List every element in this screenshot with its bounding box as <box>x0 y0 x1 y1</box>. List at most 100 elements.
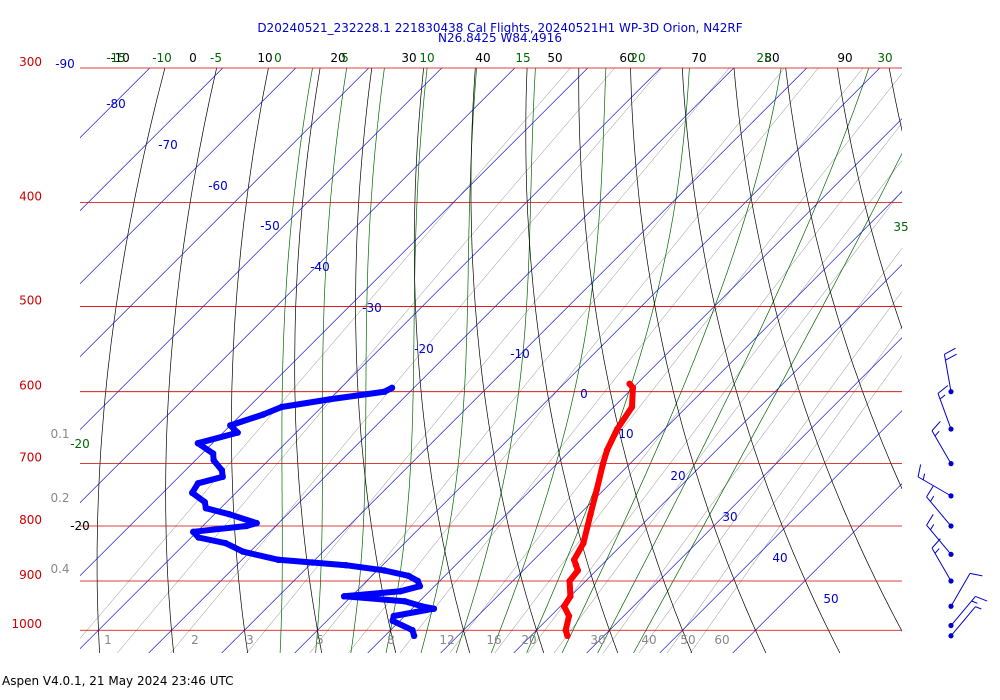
theta-label: 20 <box>330 51 345 65</box>
temperature-label: -30 <box>362 301 382 315</box>
wind-barb <box>943 347 957 395</box>
temperature-label: 30 <box>722 510 737 524</box>
isotherm-line <box>80 68 369 358</box>
isotherm-line <box>294 68 880 653</box>
mixing-ratio-line <box>527 160 902 653</box>
temperature-profile-point <box>572 562 580 569</box>
dry-adiabat-line <box>525 68 619 653</box>
temperature-label: -90 <box>55 57 75 71</box>
temperature-profile-point <box>614 425 621 433</box>
mixing-ratio-label: 5 <box>316 633 324 647</box>
dewpoint-profile-point <box>410 632 418 639</box>
theta-e-label: -10 <box>152 51 172 65</box>
dewpoint-profile-point <box>195 534 202 541</box>
dewpoint-profile-point <box>227 422 234 429</box>
mixing-ratio-line <box>246 68 730 653</box>
dewpoint-profile-point <box>409 627 416 634</box>
dewpoint-profile-point <box>253 519 260 527</box>
theta-e-label: -15 <box>106 51 126 65</box>
temperature-profile-point <box>629 384 637 391</box>
wind-barb <box>926 485 954 529</box>
dewpoint-profile-point <box>194 440 202 447</box>
theta-label: 90 <box>837 51 852 65</box>
left-temperature-label-green: -20 <box>70 437 90 451</box>
mixing-ratio-label: 3 <box>246 633 254 647</box>
moist-adiabat-line <box>526 68 690 653</box>
temperature-label: 0 <box>580 387 588 401</box>
dewpoint-profile-point <box>234 429 241 436</box>
moist-adiabat-line <box>455 68 536 653</box>
temperature-label: -40 <box>310 260 330 274</box>
isotherm-line <box>513 264 902 653</box>
temperature-label: 40 <box>772 551 787 565</box>
isobar-label-1000: 1000 <box>11 617 42 631</box>
isotherm-line <box>148 68 734 653</box>
dry-adiabat-line <box>837 68 902 330</box>
dewpoint-profile-point <box>430 605 438 612</box>
isotherm-line <box>80 68 296 285</box>
mixing-ratio-label: 2 <box>191 633 199 647</box>
theta-e-label: 25 <box>756 51 771 65</box>
theta-e-label: 15 <box>515 51 530 65</box>
dry-adiabat-line <box>733 68 902 632</box>
mixing-ratio-label: 50 <box>680 633 695 647</box>
mixing-ratio-label: 30 <box>590 633 605 647</box>
temperature-label: -20 <box>414 342 434 356</box>
mixing-ratio-left-label: 0.2 <box>50 491 69 505</box>
dewpoint-profile-point <box>239 548 246 555</box>
mixing-ratio-label: 8 <box>387 633 395 647</box>
mixing-ratio-line <box>117 68 615 653</box>
isobar-label-900: 900 <box>19 568 42 582</box>
dewpoint-profile-point <box>189 489 196 496</box>
mixing-ratio-line <box>170 68 663 653</box>
footer-text: Aspen V4.0.1, 21 May 2024 23:46 UTC <box>2 674 234 688</box>
theta-e-label: -5 <box>210 51 222 65</box>
dewpoint-profile-point <box>342 562 350 569</box>
wind-barb <box>926 514 954 557</box>
theta-label: 60 <box>619 51 634 65</box>
dewpoint-profile-point <box>219 473 226 480</box>
mixing-ratio-line <box>553 190 902 653</box>
theta-e-label: 0 <box>274 51 282 65</box>
dry-adiabat-line <box>630 68 767 653</box>
dewpoint-profile-point <box>275 556 282 563</box>
temperature-profile-point <box>566 577 573 585</box>
temperature-label: -10 <box>510 347 530 361</box>
dewpoint-profile-point <box>389 617 396 624</box>
isotherm-line <box>80 68 223 212</box>
temperature-profile-point <box>603 446 611 454</box>
dewpoint-profile-point <box>194 480 202 487</box>
dry-adiabat-line <box>231 68 269 653</box>
theta-label: 50 <box>547 51 562 65</box>
dewpoint-profile-point <box>278 403 285 411</box>
mixing-ratio-label: 40 <box>641 633 656 647</box>
dewpoint-profile-point <box>340 593 348 600</box>
dry-adiabat-line <box>96 68 166 653</box>
mixing-ratio-line <box>638 291 902 653</box>
isotherm-line <box>659 410 902 653</box>
mixing-ratio-line <box>309 68 785 653</box>
left-temperature-label-black: -20 <box>70 519 90 533</box>
dewpoint-profile-point <box>388 384 396 391</box>
dry-adiabat-line <box>470 68 545 653</box>
moist-adiabat-line <box>420 68 477 653</box>
theta-label: -10 <box>110 51 130 65</box>
wind-barb <box>917 464 954 499</box>
mixing-ratio-label: 16 <box>486 633 501 647</box>
dewpoint-profile-point <box>222 540 229 547</box>
dry-adiabat-line <box>888 68 902 132</box>
isotherms <box>80 68 902 653</box>
temperature-label: -80 <box>106 97 126 111</box>
isobar-label-600: 600 <box>19 379 42 393</box>
theta-e-label: 35 <box>893 220 908 234</box>
mixing-ratio-label: 1 <box>104 633 112 647</box>
theta-label: 30 <box>401 51 416 65</box>
dewpoint-profile-point <box>326 396 333 403</box>
mixing-ratio-line <box>494 122 902 653</box>
isotherm-line <box>80 68 515 504</box>
isotherm-line <box>80 68 442 431</box>
dewpoint-profile-point <box>260 411 267 418</box>
dewpoint-profile-point <box>405 572 412 579</box>
temperature-profile-point <box>580 540 587 547</box>
isobar-label-500: 500 <box>19 294 42 308</box>
